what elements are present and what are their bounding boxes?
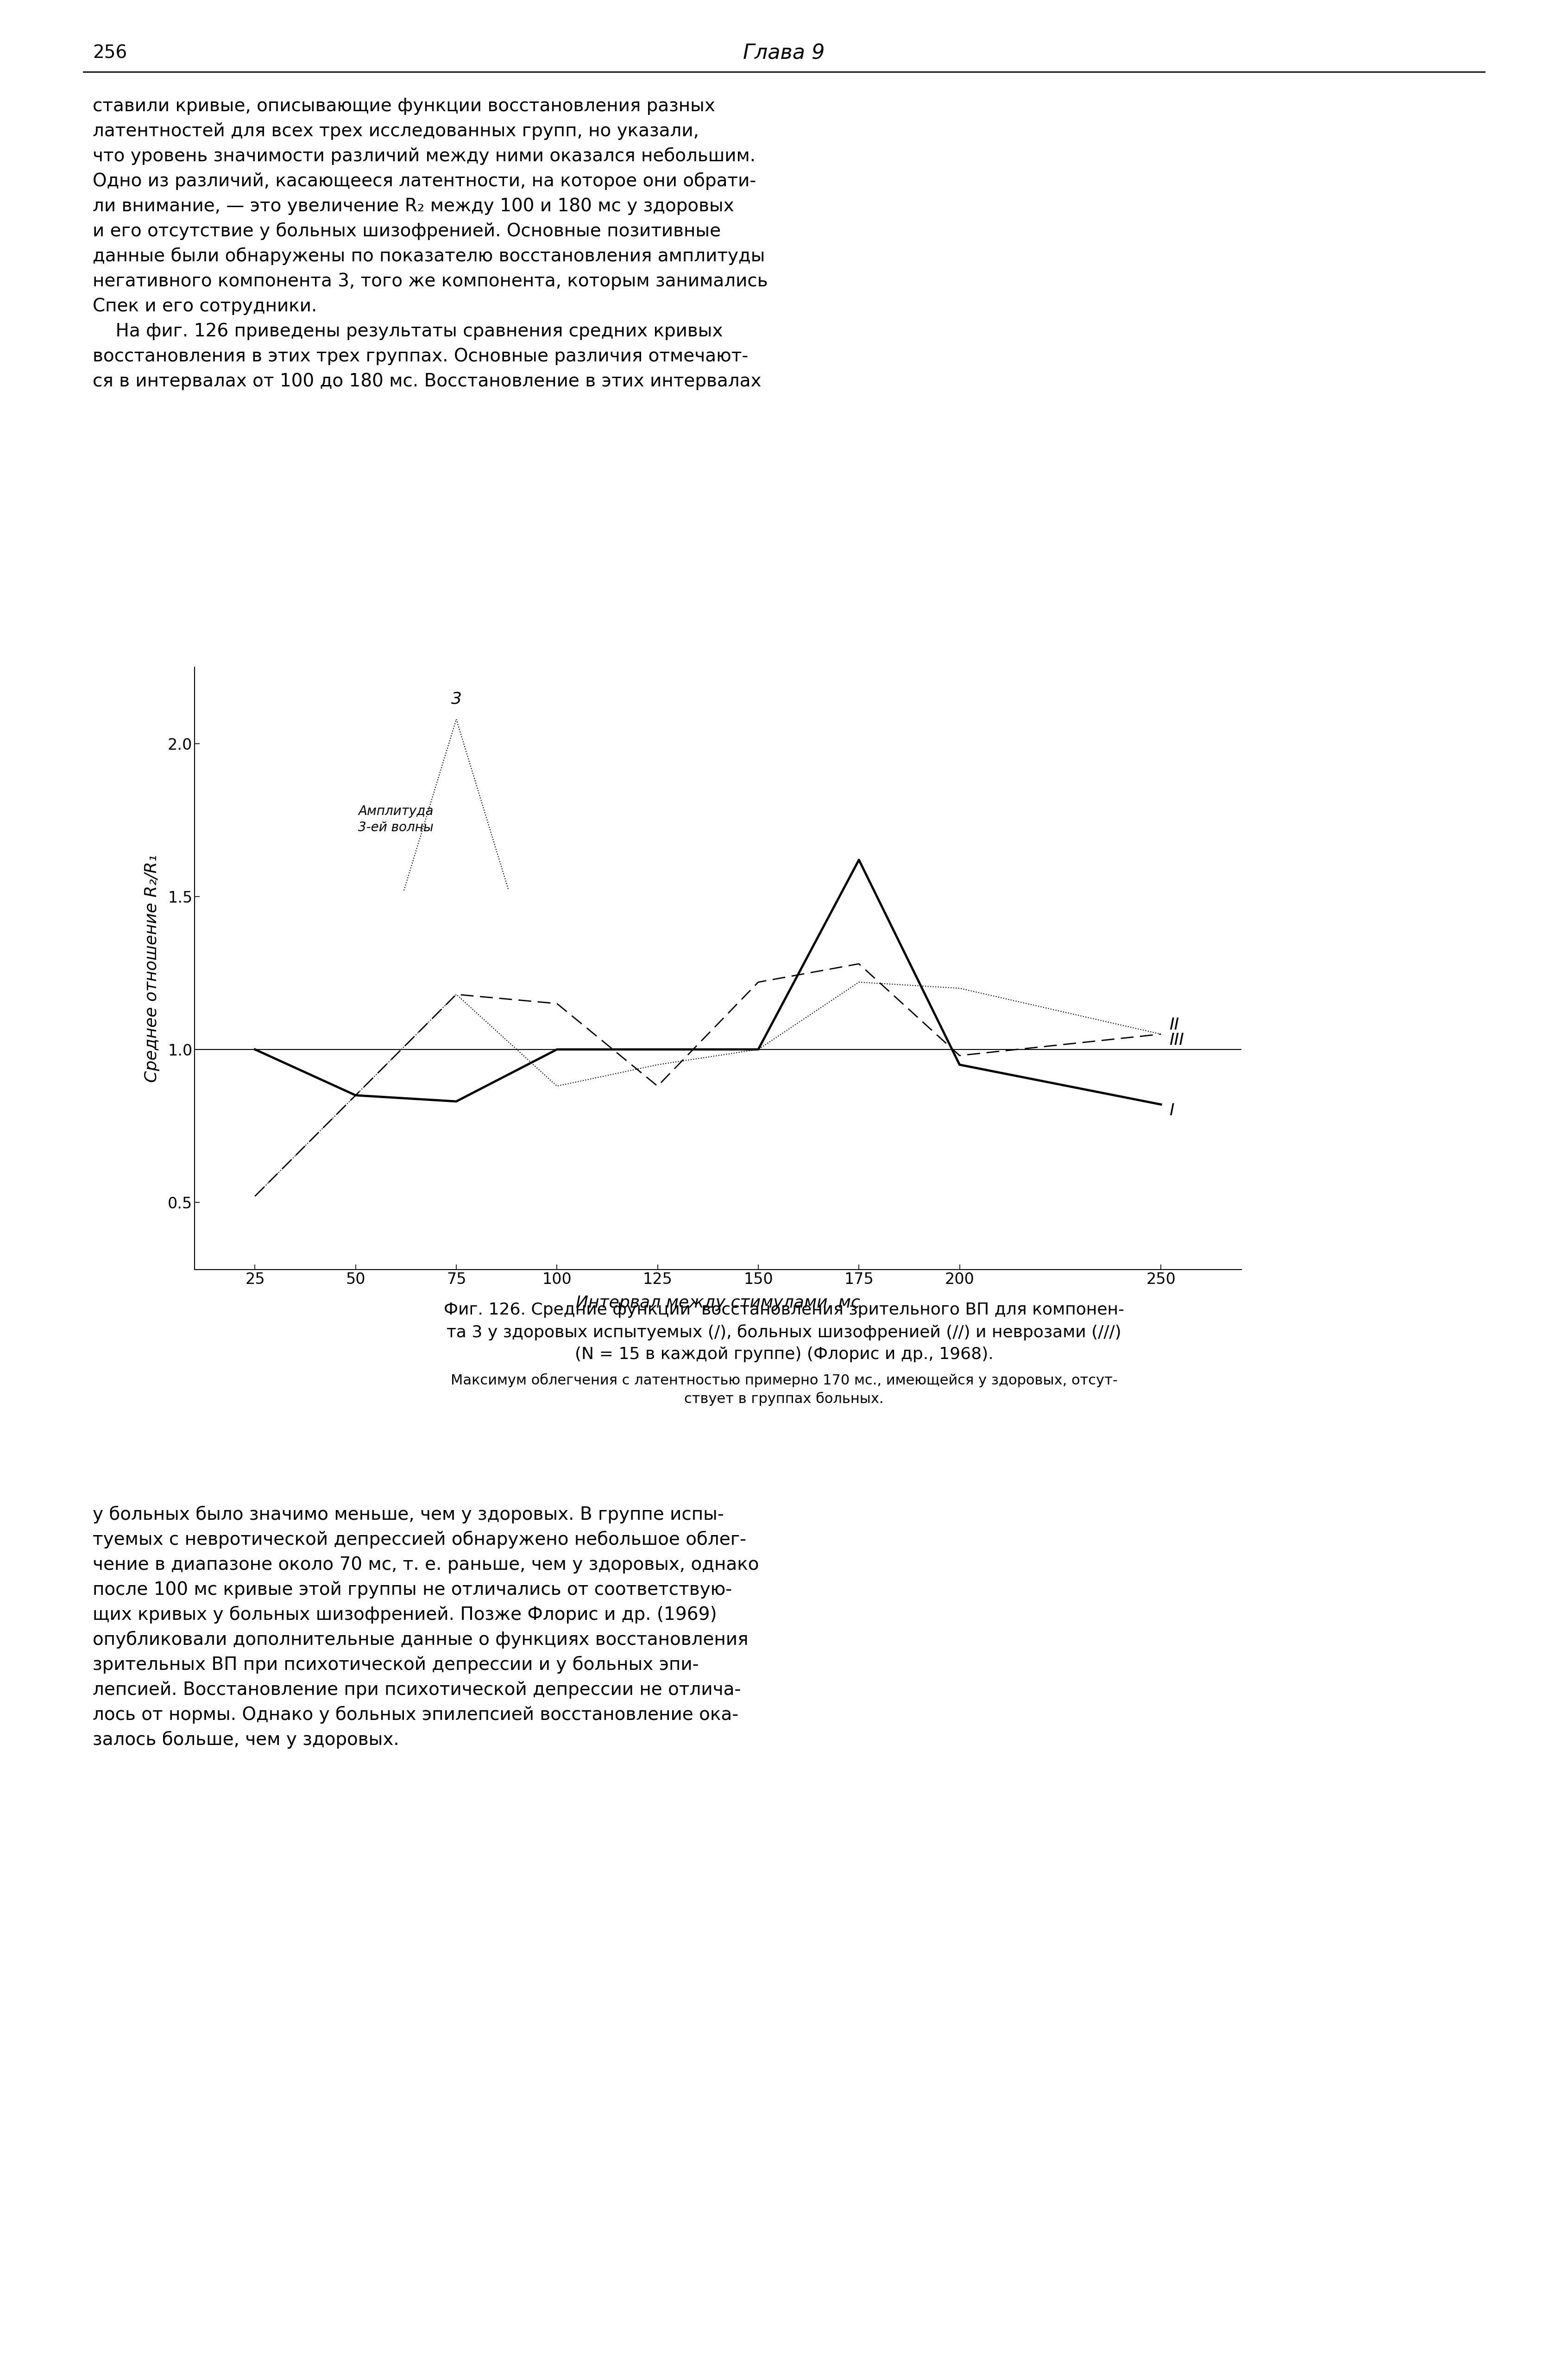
- Text: ся в интервалах от 100 до 180 мс. Восстановление в этих интервалах: ся в интервалах от 100 до 180 мс. Восста…: [93, 374, 762, 390]
- Text: латентностей для всех трех исследованных групп, но указали,: латентностей для всех трех исследованных…: [93, 123, 699, 139]
- Text: после 100 мс кривые этой группы не отличались от соответствую-: после 100 мс кривые этой группы не отлич…: [93, 1582, 732, 1598]
- Text: III: III: [1170, 1033, 1184, 1047]
- Text: Фиг. 126. Средние функции  восстановления зрительного ВП для компонен-: Фиг. 126. Средние функции восстановления…: [444, 1303, 1124, 1317]
- Text: щих кривых у больных шизофренией. Позже Флорис и др. (1969): щих кривых у больных шизофренией. Позже …: [93, 1605, 717, 1624]
- Text: На фиг. 126 приведены результаты сравнения средних кривых: На фиг. 126 приведены результаты сравнен…: [93, 322, 723, 340]
- Text: Амплитуда
3-ей волны: Амплитуда 3-ей волны: [358, 804, 434, 834]
- Text: лепсией. Восстановление при психотической депрессии не отлича-: лепсией. Восстановление при психотическо…: [93, 1681, 742, 1700]
- Text: ствует в группах больных.: ствует в группах больных.: [684, 1392, 884, 1407]
- Text: ставили кривые, описывающие функции восстановления разных: ставили кривые, описывающие функции восс…: [93, 97, 715, 116]
- X-axis label: Интервал между стимулами, мс: Интервал между стимулами, мс: [575, 1295, 861, 1310]
- Y-axis label: Среднее отношение R₂/R₁: Среднее отношение R₂/R₁: [144, 853, 160, 1083]
- Text: Глава 9: Глава 9: [743, 43, 825, 64]
- Text: (N = 15 в каждой группе) (Флорис и др., 1968).: (N = 15 в каждой группе) (Флорис и др., …: [575, 1347, 993, 1362]
- Text: и его отсутствие у больных шизофренией. Основные позитивные: и его отсутствие у больных шизофренией. …: [93, 222, 721, 241]
- Text: 3: 3: [452, 690, 461, 707]
- Text: та 3 у здоровых испытуемых (/), больных шизофренией (//) и неврозами (///): та 3 у здоровых испытуемых (/), больных …: [447, 1324, 1121, 1340]
- Text: у больных было значимо меньше, чем у здоровых. В группе испы-: у больных было значимо меньше, чем у здо…: [93, 1506, 724, 1525]
- Text: ли внимание, — это увеличение R₂ между 100 и 180 мс у здоровых: ли внимание, — это увеличение R₂ между 1…: [93, 196, 734, 215]
- Text: лось от нормы. Однако у больных эпилепсией восстановление ока-: лось от нормы. Однако у больных эпилепси…: [93, 1707, 739, 1723]
- Text: чение в диапазоне около 70 мс, т. е. раньше, чем у здоровых, однако: чение в диапазоне около 70 мс, т. е. ран…: [93, 1556, 759, 1574]
- Text: 256: 256: [93, 45, 127, 61]
- Text: Максимум облегчения с латентностью примерно 170 мс., имеющейся у здоровых, отсут: Максимум облегчения с латентностью приме…: [450, 1373, 1118, 1388]
- Text: восстановления в этих трех группах. Основные различия отмечают-: восстановления в этих трех группах. Осно…: [93, 348, 748, 364]
- Text: опубликовали дополнительные данные о функциях восстановления: опубликовали дополнительные данные о фун…: [93, 1631, 748, 1648]
- Text: зрительных ВП при психотической депрессии и у больных эпи-: зрительных ВП при психотической депресси…: [93, 1657, 699, 1674]
- Text: туемых с невротической депрессией обнаружено небольшое облег-: туемых с невротической депрессией обнару…: [93, 1532, 746, 1548]
- Text: I: I: [1170, 1102, 1174, 1118]
- Text: Спек и его сотрудники.: Спек и его сотрудники.: [93, 298, 317, 314]
- Text: что уровень значимости различий между ними оказался небольшим.: что уровень значимости различий между ни…: [93, 147, 756, 165]
- Text: Одно из различий, касающееся латентности, на которое они обрати-: Одно из различий, касающееся латентности…: [93, 173, 756, 189]
- Text: негативного компонента 3, того же компонента, которым занимались: негативного компонента 3, того же компон…: [93, 272, 768, 291]
- Text: данные были обнаружены по показателю восстановления амплитуды: данные были обнаружены по показателю вос…: [93, 248, 765, 265]
- Text: II: II: [1170, 1017, 1179, 1033]
- Text: залось больше, чем у здоровых.: залось больше, чем у здоровых.: [93, 1730, 400, 1749]
